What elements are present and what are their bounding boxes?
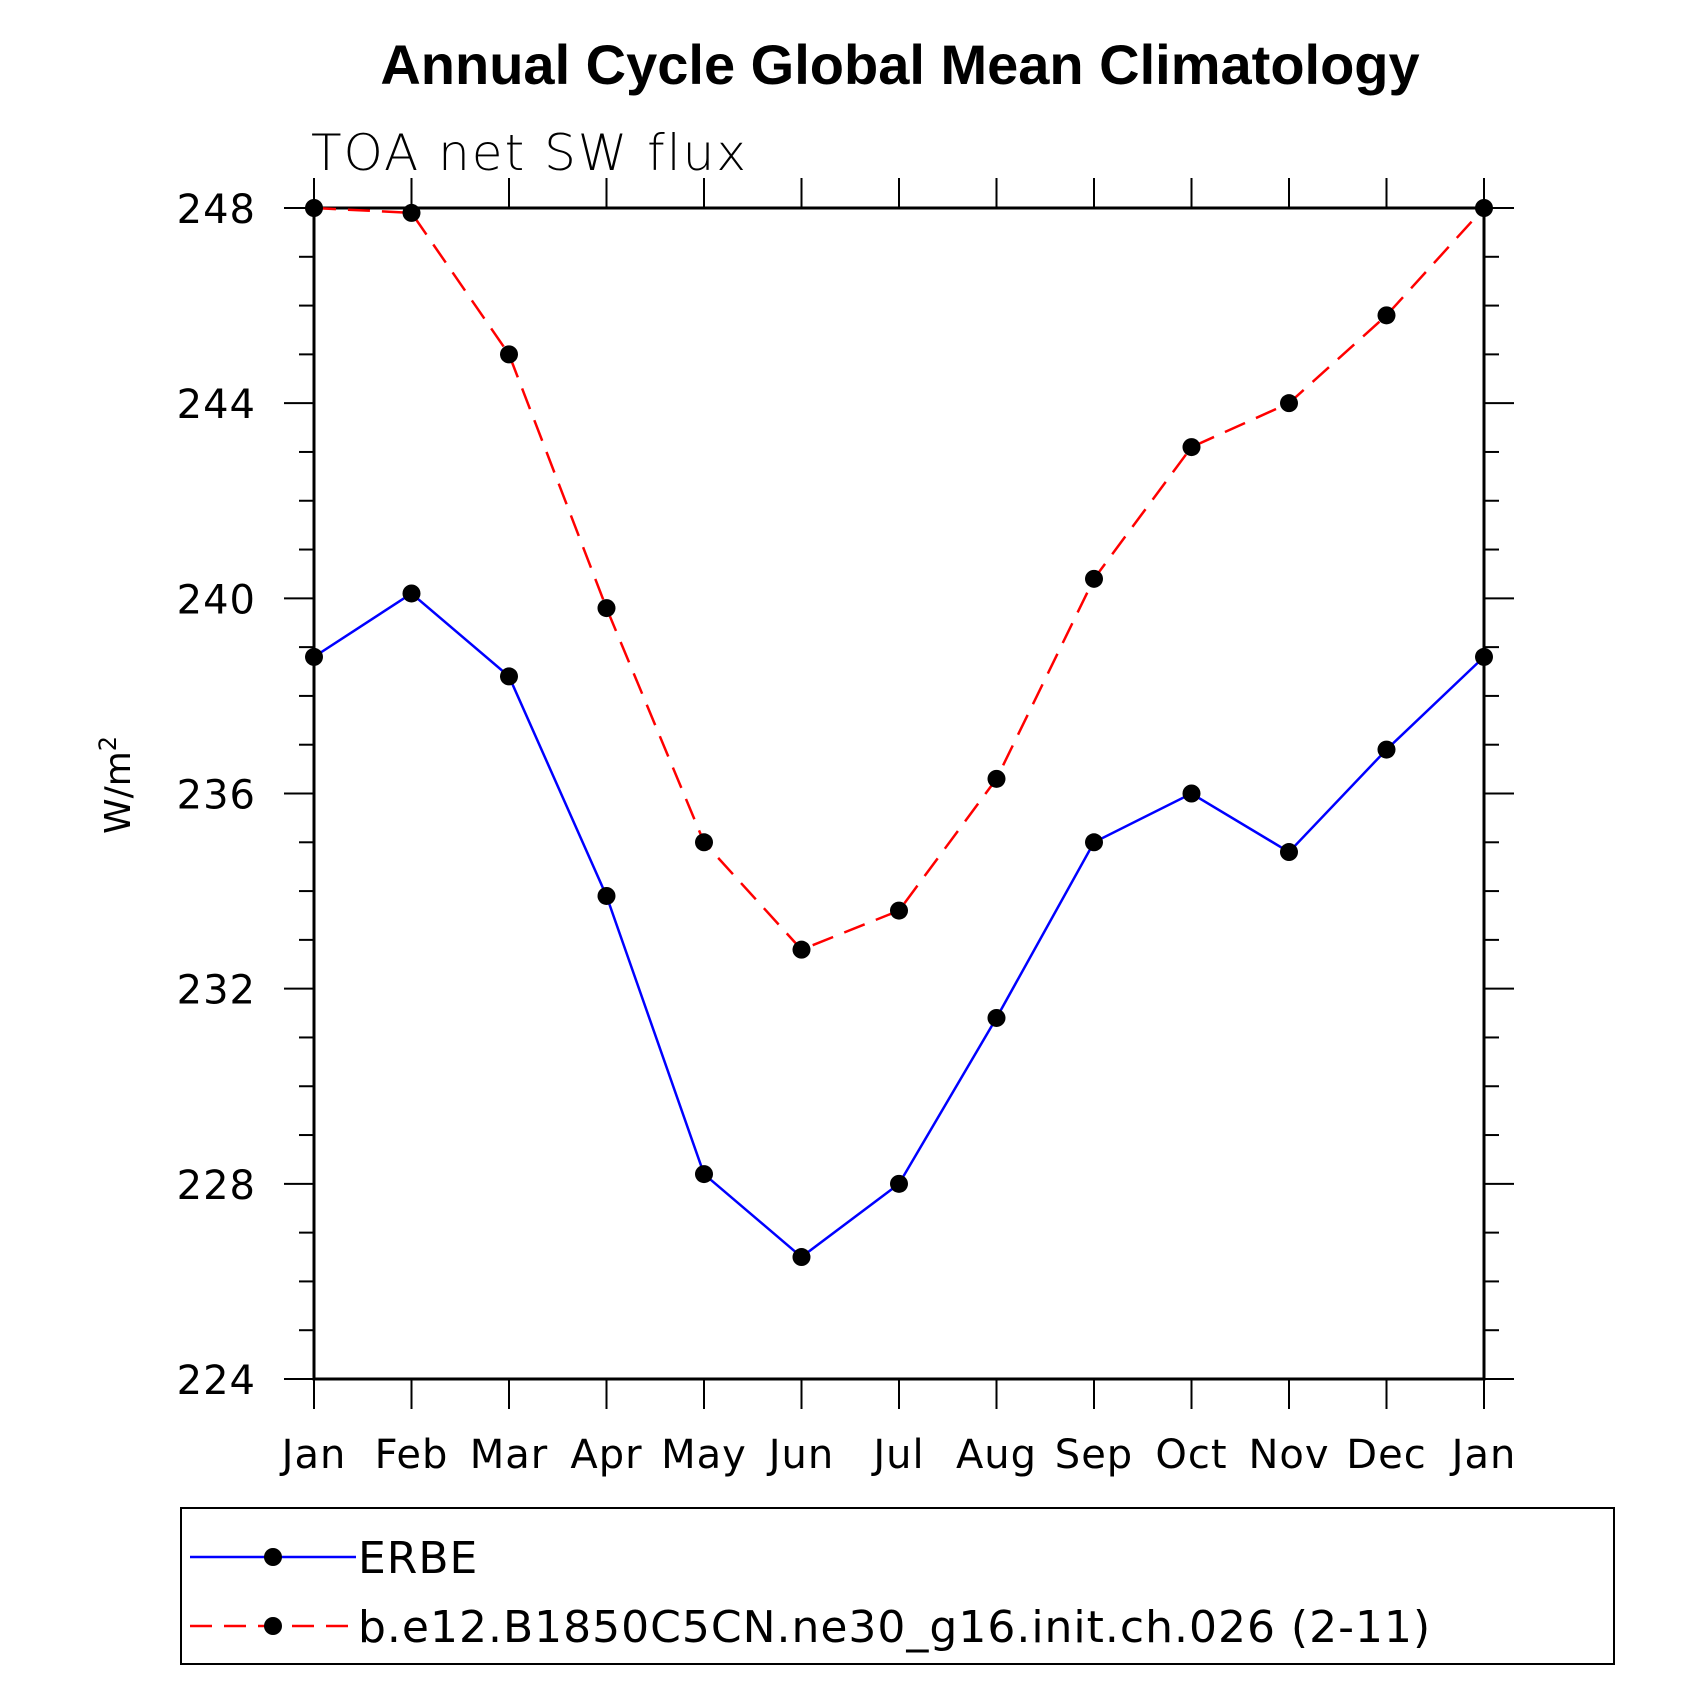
series-1-point bbox=[695, 1165, 713, 1184]
series-1-point bbox=[792, 1248, 811, 1267]
legend-box bbox=[180, 1507, 1615, 1665]
y-tick-label: 224 bbox=[177, 1358, 256, 1404]
series-1-point bbox=[402, 584, 421, 603]
series-1-point bbox=[1085, 833, 1103, 852]
x-tick-label: Jul bbox=[870, 1432, 924, 1478]
x-tick-label: Jan bbox=[279, 1432, 347, 1478]
series-2-point bbox=[597, 599, 616, 618]
series-2-point bbox=[1085, 569, 1103, 588]
series-1-point bbox=[1475, 647, 1493, 666]
plot-frame bbox=[312, 206, 1486, 1381]
legend: ERBE b.e12.B1850C5CN.ne30_g16.init.ch.026… bbox=[180, 1507, 1615, 1665]
y-axis-label: W/m2 bbox=[94, 736, 139, 834]
y-tick-label: 228 bbox=[177, 1163, 256, 1209]
y-tick-label: 248 bbox=[177, 187, 256, 233]
x-tick-label: Sep bbox=[1055, 1432, 1133, 1478]
series-layer bbox=[305, 199, 1493, 1267]
series-1-point bbox=[987, 1008, 1006, 1027]
series-2-point bbox=[1280, 394, 1298, 413]
x-tick-label: May bbox=[661, 1432, 747, 1478]
y-axis-label-text: W/m bbox=[98, 751, 139, 834]
legend-marker-2 bbox=[264, 1617, 282, 1635]
x-tick-label: Apr bbox=[570, 1432, 642, 1478]
series-2-point bbox=[1377, 306, 1396, 325]
legend-label-2: b.e12.B1850C5CN.ne30_g16.init.ch.026 (2-… bbox=[358, 1602, 1431, 1653]
series-2-point bbox=[1182, 438, 1201, 457]
x-tick-label: Nov bbox=[1248, 1432, 1329, 1478]
x-tick-label: Jun bbox=[766, 1432, 835, 1478]
y-axis-label-superscript: 2 bbox=[94, 736, 122, 751]
series-2-point bbox=[1475, 199, 1493, 217]
series-1-point bbox=[890, 1174, 908, 1193]
series-line-1 bbox=[313, 591, 1485, 1259]
series-2-point bbox=[695, 833, 713, 852]
series-1-point bbox=[1377, 740, 1396, 759]
y-tick-label: 240 bbox=[177, 577, 256, 623]
y-tick-label: 244 bbox=[177, 382, 256, 428]
x-tick-label: Mar bbox=[470, 1432, 548, 1478]
x-tick-label: Oct bbox=[1155, 1432, 1227, 1478]
series-2-point bbox=[792, 940, 811, 959]
series-2-point bbox=[305, 199, 323, 217]
x-tick-label: Aug bbox=[956, 1432, 1037, 1478]
series-1-point bbox=[597, 886, 616, 905]
legend-marker-1 bbox=[264, 1548, 282, 1566]
x-tick-label: Feb bbox=[375, 1432, 449, 1478]
series-1-point bbox=[500, 667, 518, 686]
chart-title: Annual Cycle Global Mean Climatology bbox=[380, 33, 1419, 96]
chart-subtitle: TOA net SW flux bbox=[311, 124, 748, 182]
y-tick-label: 236 bbox=[177, 773, 256, 819]
x-tick-label: Dec bbox=[1346, 1432, 1426, 1478]
series-1-point bbox=[1182, 784, 1201, 803]
series-1-point bbox=[1280, 843, 1298, 862]
x-tick-label: Jan bbox=[1449, 1432, 1517, 1478]
svg-text:W/m2: W/m2 bbox=[94, 736, 139, 834]
y-tick-label: 232 bbox=[177, 968, 256, 1014]
series-line-2 bbox=[313, 206, 1485, 952]
series-1-point bbox=[305, 647, 323, 666]
series-2-point bbox=[500, 345, 518, 364]
legend-label-1: ERBE bbox=[358, 1533, 478, 1584]
series-2-point bbox=[987, 769, 1006, 788]
series-2-point bbox=[890, 901, 908, 920]
series-2-point bbox=[402, 203, 421, 222]
plot-axes bbox=[284, 178, 1514, 1409]
tick-labels: 248 244 240 236 232 228 224 Jan Feb Mar Apr May Jun J… bbox=[177, 187, 1517, 1478]
